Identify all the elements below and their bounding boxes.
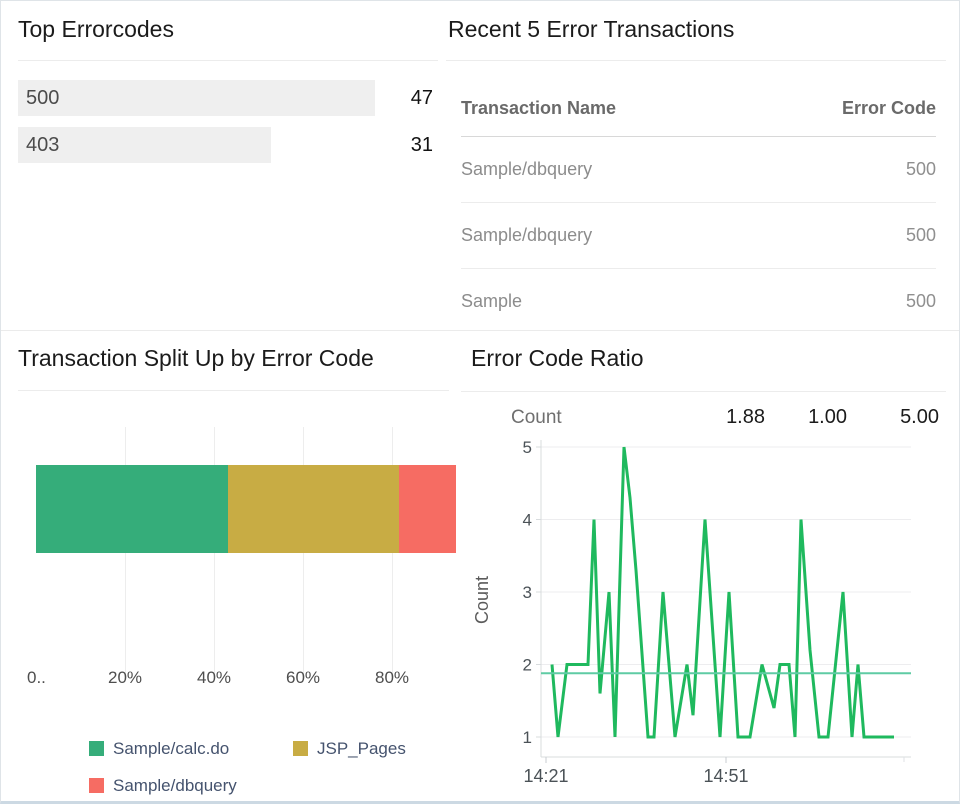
legend-swatch <box>293 741 308 756</box>
table-body: Sample/dbquery 500 Sample/dbquery 500 Sample… <box>461 137 936 330</box>
legend-item[interactable]: Sample/dbquery <box>89 776 237 795</box>
panel-title-recent-transactions: Recent 5 Error Transactions <box>448 16 735 42</box>
errorcode-row[interactable]: 403 31 <box>18 127 433 163</box>
title-divider <box>446 60 946 61</box>
errorcode-label: 500 <box>26 87 60 109</box>
panel-transaction-split: Transaction Split Up by Error Code 0.. 20… <box>1 330 456 801</box>
stats-avg-value: 1.88 <box>726 406 765 428</box>
transaction-name-cell: Sample/dbquery <box>461 225 593 245</box>
panel-error-code-ratio: Error Code Ratio Count 1.88 1.00 5.00 1 2… <box>456 330 959 801</box>
bar-segment-jsp-pages <box>227 465 399 553</box>
legend-label: Sample/dbquery <box>113 776 237 795</box>
errorcode-row[interactable]: 500 47 <box>18 80 433 116</box>
y-axis-tick-label: 2 <box>523 656 532 675</box>
x-axis-tick-label: 40% <box>196 668 232 687</box>
error-code-cell: 500 <box>905 225 936 245</box>
error-transactions-table: Transaction Name Error Code Sample/dbque… <box>461 86 936 330</box>
y-axis-tick-label: 1 <box>523 728 532 747</box>
errorcode-count: 47 <box>410 87 433 109</box>
legend-swatch <box>89 778 104 793</box>
count-series-line <box>550 446 894 739</box>
errorcode-count: 31 <box>410 134 433 156</box>
table-header-row: Transaction Name Error Code <box>461 86 936 137</box>
x-axis-tick-label: 20% <box>107 668 143 687</box>
panel-separator <box>1 330 959 331</box>
panel-top-errorcodes: Top Errorcodes 500 47 403 31 <box>1 1 444 330</box>
table-row: Sample/dbquery 500 <box>461 203 936 269</box>
legend-swatch <box>89 741 104 756</box>
x-axis-tick-label: 60% <box>285 668 321 687</box>
x-axis-tick-label: 0.. <box>27 668 46 687</box>
error-ratio-line-chart: 1 2 3 4 5 14:21 14:51 Count <box>472 438 911 786</box>
y-axis-tick-label: 3 <box>523 583 532 602</box>
legend-label: JSP_Pages <box>317 739 406 758</box>
y-axis-tick-label: 5 <box>523 438 532 457</box>
bar-segment-sample-dbquery <box>398 465 456 553</box>
legend-label: Sample/calc.do <box>113 739 230 758</box>
column-header-transaction-name: Transaction Name <box>461 98 617 118</box>
panel-title-top-errorcodes: Top Errorcodes <box>18 16 174 42</box>
title-divider <box>18 390 449 391</box>
title-divider <box>461 391 946 392</box>
stacked-bar <box>36 465 456 553</box>
y-axis-tick-label: 4 <box>523 511 532 530</box>
table-row: Sample/dbquery 500 <box>461 137 936 203</box>
column-header-error-code: Error Code <box>841 98 936 118</box>
panel-recent-error-transactions: Recent 5 Error Transactions Transaction … <box>444 1 959 330</box>
legend-item[interactable]: JSP_Pages <box>293 739 406 758</box>
stats-max-value: 5.00 <box>900 406 939 428</box>
y-axis-title: Count <box>472 576 492 624</box>
transaction-name-cell: Sample/dbquery <box>461 159 593 179</box>
x-axis-tick-label: 14:51 <box>703 766 748 786</box>
x-axis-tick-label: 80% <box>374 668 410 687</box>
errorcode-bar <box>18 80 375 116</box>
panel-title-transaction-split: Transaction Split Up by Error Code <box>18 345 374 371</box>
legend-item[interactable]: Sample/calc.do <box>89 739 230 758</box>
errorcode-bar <box>18 127 272 163</box>
error-code-cell: 500 <box>905 159 936 179</box>
stats-series-label: Count <box>511 407 562 428</box>
error-code-cell: 500 <box>905 291 936 311</box>
errorcode-label: 403 <box>26 134 60 156</box>
title-divider <box>18 60 438 61</box>
transaction-name-cell: Sample <box>461 291 523 311</box>
errorcode-bar-list: 500 47 403 31 <box>18 80 433 174</box>
panel-title-error-code-ratio: Error Code Ratio <box>471 345 644 371</box>
stats-min-value: 1.00 <box>808 406 847 428</box>
bar-segment-sample-calc-do <box>36 465 228 553</box>
x-axis-tick-label: 14:21 <box>523 766 568 786</box>
table-row: Sample 500 <box>461 269 936 330</box>
